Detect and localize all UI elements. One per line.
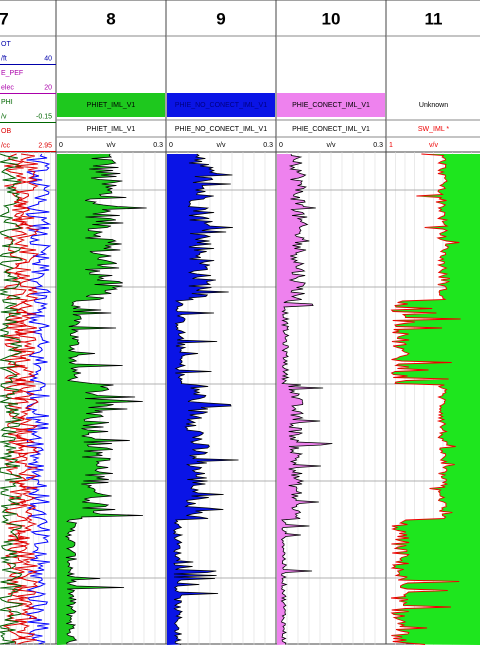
- curve-label: elec: [1, 84, 14, 91]
- scale-left: 0: [279, 142, 283, 149]
- scale-unit: v/v: [429, 142, 438, 149]
- porosity-curve: [280, 153, 333, 645]
- log-curve: [13, 153, 40, 645]
- curve-label: OT: [1, 41, 11, 48]
- fill-name: Unknown: [419, 102, 448, 109]
- curve-name: PHIE_NO_CONECT_IML_V1: [175, 126, 267, 133]
- scale-right: 0.3: [263, 142, 273, 149]
- curve-scale: 20: [44, 84, 52, 91]
- scale-left: 0: [169, 142, 173, 149]
- curve-scale: 2.95: [38, 142, 52, 149]
- log-curve: [0, 153, 24, 645]
- scale-right: 0.3: [153, 142, 163, 149]
- track-number: 11: [425, 9, 443, 28]
- saturation-curve: [390, 153, 461, 645]
- track-number: 8: [106, 9, 115, 28]
- curve-label: /cc: [1, 142, 10, 149]
- fill-name: PHIE_CONECT_IML_V1: [292, 102, 370, 109]
- log-curve: [2, 153, 30, 645]
- porosity-curve: [64, 153, 147, 645]
- curve-name: SW_IML *: [418, 126, 450, 133]
- curve-label: OB: [1, 128, 11, 135]
- fill-name: PHIE_NO_CONECT_IML_V1: [175, 102, 267, 109]
- fill-name-box: [277, 93, 385, 117]
- porosity-fill: [277, 154, 333, 645]
- track-number: 10: [322, 9, 341, 28]
- fill-name: PHIET_IML_V1: [87, 102, 136, 109]
- curve-label: /v: [1, 113, 7, 120]
- track-number: 7: [0, 9, 9, 28]
- track-number: 9: [216, 9, 225, 28]
- scale-unit: v/v: [327, 142, 336, 149]
- curve-scale: 40: [44, 55, 52, 62]
- porosity-fill: [167, 154, 239, 645]
- scale-unit: v/v: [107, 142, 116, 149]
- fill-name-box: [167, 93, 275, 117]
- saturation-fill: [391, 154, 480, 645]
- curve-label: /ft: [1, 55, 7, 62]
- porosity-curve: [172, 153, 239, 645]
- scale-right: 0.3: [373, 142, 383, 149]
- curve-name: PHIE_CONECT_IML_V1: [292, 126, 370, 133]
- curve-name: PHIET_IML_V1: [87, 126, 136, 133]
- fill-name-box: [57, 93, 165, 117]
- scale-left: 0: [59, 142, 63, 149]
- log-curve: [24, 153, 52, 645]
- curve-label: PHI: [1, 99, 13, 106]
- curve-scale: -0.15: [36, 113, 52, 120]
- curve-label: E_PEF: [1, 70, 23, 77]
- scale-unit: v/v: [217, 142, 226, 149]
- track-frame: [0, 0, 57, 645]
- scale-left: 1: [389, 142, 393, 149]
- fill-name-box: [387, 93, 480, 117]
